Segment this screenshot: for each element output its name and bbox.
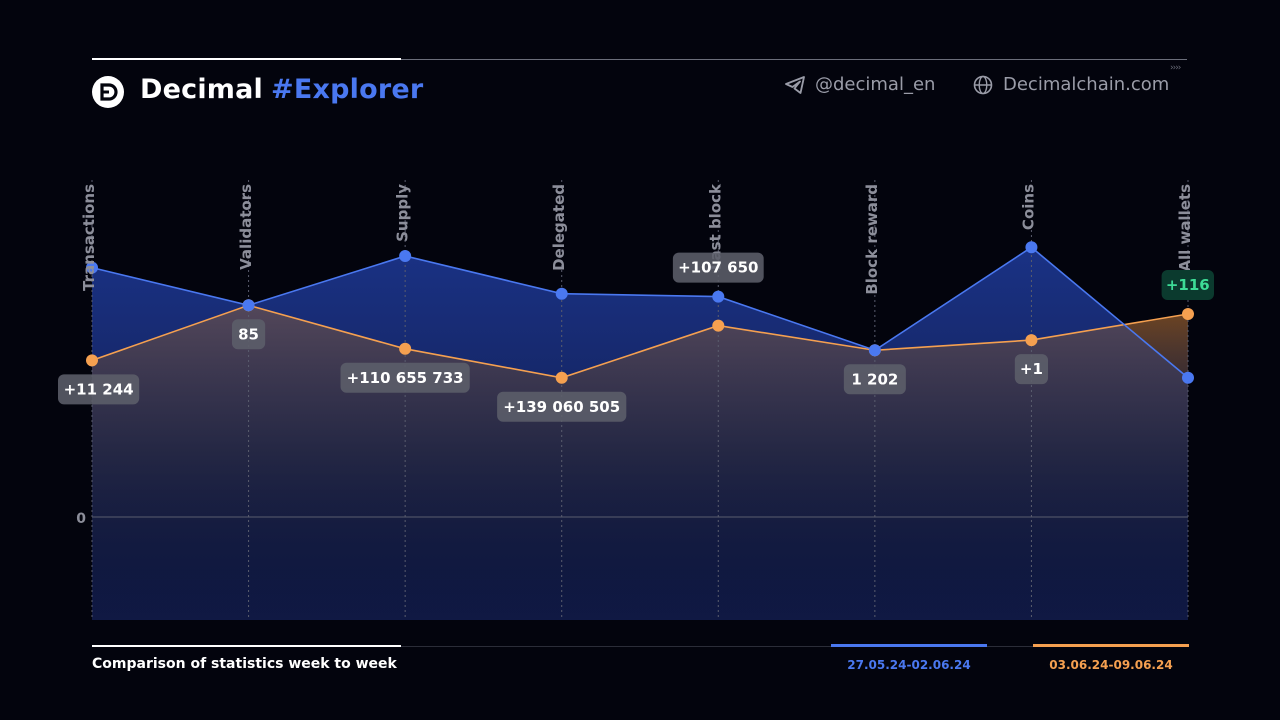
series-2-point <box>1182 308 1194 320</box>
series-2-point <box>86 354 98 367</box>
header-rule-bright <box>92 58 401 60</box>
data-label: +139 060 505 <box>497 391 627 422</box>
footer-rule <box>401 646 1187 647</box>
series-1-point <box>868 344 881 357</box>
series-1-point <box>86 261 98 274</box>
series-2-point <box>555 371 568 384</box>
telegram-icon <box>785 75 805 94</box>
series-1-point <box>555 287 568 300</box>
header-rule <box>401 59 1187 60</box>
data-label: +116 <box>1161 270 1214 300</box>
legend-label-series-1: 27.05.24-02.06.24 <box>847 658 971 672</box>
category-label: Coins <box>1020 184 1038 230</box>
data-label-badge <box>58 374 140 405</box>
legend-label-series-2: 03.06.24-09.06.24 <box>1049 658 1173 672</box>
series-2-point <box>399 342 412 355</box>
data-label-badge <box>340 362 470 393</box>
category-label: Delegated <box>550 184 568 271</box>
data-label: 85 <box>231 319 266 350</box>
legend-swatch-series-2 <box>1033 644 1189 647</box>
website-link[interactable]: Decimalchain.com <box>973 74 1169 95</box>
chart-caption: Comparison of statistics week to week <box>92 656 397 672</box>
category-label: Validators <box>237 184 255 270</box>
category-label: Last block <box>706 183 724 270</box>
data-label-text: +110 655 733 <box>347 369 464 387</box>
data-label-text: +1 <box>1020 360 1043 378</box>
data-label: 1 202 <box>843 364 906 395</box>
data-label: +11 244 <box>58 374 140 405</box>
data-label-badge <box>1161 270 1214 300</box>
data-label-text: +11 244 <box>64 380 134 398</box>
category-label: All wallets <box>1176 184 1194 272</box>
data-label-text: +139 060 505 <box>503 398 620 416</box>
globe-icon <box>973 75 993 94</box>
series-2-point <box>712 319 725 332</box>
category-label: Supply <box>393 184 411 242</box>
data-label-badge <box>1014 354 1049 385</box>
series-1-point <box>242 299 255 312</box>
data-label-badge <box>497 391 627 422</box>
category-label: Transactions <box>80 184 98 291</box>
telegram-handle: @decimal_en <box>815 74 936 95</box>
data-label: +1 <box>1014 354 1049 385</box>
series-2-line <box>91 304 1189 379</box>
brand-tag: #Explorer <box>271 74 424 105</box>
y-tick-label: 0 <box>76 511 86 527</box>
legend-swatch-series-1 <box>831 644 987 647</box>
data-label-badge <box>231 319 266 350</box>
footer-rule-bright <box>92 645 401 647</box>
data-label-text: +107 650 <box>678 259 758 277</box>
series-1-point <box>1182 371 1194 384</box>
data-label: +110 655 733 <box>340 362 470 393</box>
category-label: Block reward <box>863 184 881 295</box>
data-label-badge <box>672 252 764 283</box>
data-label-text: 1 202 <box>851 370 898 388</box>
series-1-point <box>1025 241 1038 254</box>
data-label-badge <box>843 364 906 395</box>
data-label: +107 650 <box>672 252 764 283</box>
website-url: Decimalchain.com <box>1003 74 1170 95</box>
telegram-link[interactable]: @decimal_en <box>785 74 935 95</box>
series-1-point <box>712 290 725 303</box>
series-2-lead-area <box>1124 314 1188 378</box>
series-2-point <box>1025 334 1038 347</box>
decimal-logo-icon <box>92 76 124 108</box>
brand-title: Decimal #Explorer <box>140 74 423 105</box>
series-1-point <box>399 250 412 262</box>
chevrons-icon: ›››› <box>1170 63 1181 73</box>
brand-name: Decimal <box>140 74 263 105</box>
data-label-text: +116 <box>1166 276 1210 294</box>
data-label-text: 85 <box>238 325 259 343</box>
series-1-line <box>91 246 1189 379</box>
